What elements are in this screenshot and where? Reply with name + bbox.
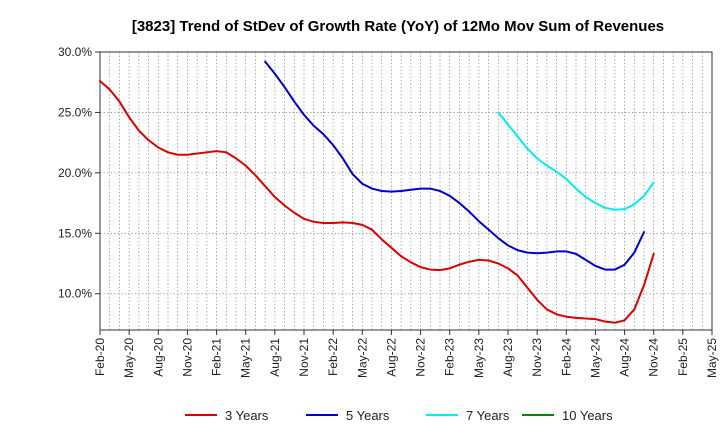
series-line-3-years bbox=[99, 80, 655, 324]
y-tick-label: 20.0% bbox=[58, 166, 92, 180]
x-tick-label: May-20 bbox=[122, 338, 136, 378]
legend-label: 10 Years bbox=[562, 408, 613, 423]
x-tick-label: May-25 bbox=[705, 338, 719, 378]
x-tick-label: Feb-20 bbox=[93, 338, 107, 376]
x-tick-label: Aug-20 bbox=[151, 338, 165, 377]
x-tick-label: May-21 bbox=[239, 338, 253, 378]
series-line-7-years bbox=[497, 111, 655, 211]
legend-label: 5 Years bbox=[346, 408, 390, 423]
y-tick-label: 30.0% bbox=[58, 45, 92, 59]
x-tick-label: Nov-20 bbox=[180, 338, 194, 377]
x-tick-label: May-22 bbox=[355, 338, 369, 378]
legend-label: 7 Years bbox=[466, 408, 510, 423]
chart-title: [3823] Trend of StDev of Growth Rate (Yo… bbox=[132, 18, 664, 35]
x-tick-label: Aug-21 bbox=[268, 338, 282, 377]
x-tick-label: Nov-22 bbox=[414, 338, 428, 377]
x-tick-label: May-24 bbox=[588, 338, 602, 378]
plot-area bbox=[99, 51, 713, 331]
series-lines bbox=[99, 60, 655, 324]
x-tick-label: Feb-23 bbox=[443, 338, 457, 376]
x-tick-label: Aug-23 bbox=[501, 338, 515, 377]
series-line-5-years bbox=[264, 60, 645, 271]
x-tick-label: Feb-22 bbox=[326, 338, 340, 376]
x-tick-label: Feb-25 bbox=[676, 338, 690, 376]
x-tick-label: Nov-23 bbox=[530, 338, 544, 377]
x-tick-label: Aug-22 bbox=[384, 338, 398, 377]
y-tick-label: 15.0% bbox=[58, 226, 92, 240]
x-tick-label: Nov-24 bbox=[647, 338, 661, 377]
legend-label: 3 Years bbox=[225, 408, 269, 423]
x-tick-label: Feb-21 bbox=[210, 338, 224, 376]
y-tick-label: 10.0% bbox=[58, 287, 92, 301]
x-tick-label: Feb-24 bbox=[559, 338, 573, 376]
legend: 3 Years 5 Years 7 Years 10 Years bbox=[185, 408, 613, 423]
x-tick-label: May-23 bbox=[472, 338, 486, 378]
y-axis: 10.0% 15.0% 20.0% 25.0% 30.0% bbox=[58, 45, 100, 301]
x-tick-label: Aug-24 bbox=[618, 338, 632, 377]
x-tick-label: Nov-21 bbox=[297, 338, 311, 377]
y-tick-label: 25.0% bbox=[58, 105, 92, 119]
x-axis: Feb-20 May-20 Aug-20 Nov-20 Feb-21 May-21 Aug-… bbox=[93, 330, 719, 378]
